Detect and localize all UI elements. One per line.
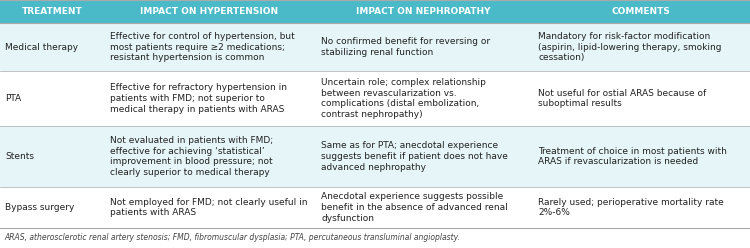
Bar xyxy=(315,0,532,23)
Bar xyxy=(315,187,532,228)
Bar xyxy=(0,126,104,187)
Text: TREATMENT: TREATMENT xyxy=(22,7,82,16)
Text: No confirmed benefit for reversing or
stabilizing renal function: No confirmed benefit for reversing or st… xyxy=(321,37,490,57)
Text: Medical therapy: Medical therapy xyxy=(5,43,78,52)
Text: IMPACT ON NEPHROPATHY: IMPACT ON NEPHROPATHY xyxy=(356,7,491,16)
Bar xyxy=(315,126,532,187)
Text: Treatment of choice in most patients with
ARAS if revascularization is needed: Treatment of choice in most patients wit… xyxy=(538,147,728,166)
Text: IMPACT ON HYPERTENSION: IMPACT ON HYPERTENSION xyxy=(140,7,278,16)
Bar xyxy=(104,0,315,23)
Bar xyxy=(532,126,750,187)
Bar xyxy=(104,23,315,71)
Bar xyxy=(0,71,104,126)
Text: Not evaluated in patients with FMD;
effective for achieving ‘statistical’
improv: Not evaluated in patients with FMD; effe… xyxy=(110,136,273,177)
Text: COMMENTS: COMMENTS xyxy=(612,7,670,16)
Text: ARAS, atherosclerotic renal artery stenosis; FMD, fibromuscular dysplasia; PTA, : ARAS, atherosclerotic renal artery steno… xyxy=(4,234,460,243)
Bar xyxy=(0,0,104,23)
Bar xyxy=(104,126,315,187)
Text: Effective for control of hypertension, but
most patients require ≥2 medications;: Effective for control of hypertension, b… xyxy=(110,32,294,62)
Bar xyxy=(315,23,532,71)
Bar xyxy=(0,228,750,248)
Text: Stents: Stents xyxy=(5,152,34,161)
Bar xyxy=(104,187,315,228)
Bar xyxy=(0,187,104,228)
Bar xyxy=(104,71,315,126)
Text: Same as for PTA; anecdotal experience
suggests benefit if patient does not have
: Same as for PTA; anecdotal experience su… xyxy=(321,141,508,172)
Bar xyxy=(532,23,750,71)
Text: Bypass surgery: Bypass surgery xyxy=(5,203,74,212)
Bar xyxy=(532,71,750,126)
Bar xyxy=(532,0,750,23)
Text: Uncertain role; complex relationship
between revascularization vs.
complications: Uncertain role; complex relationship bet… xyxy=(321,78,486,119)
Text: Not useful for ostial ARAS because of
suboptimal results: Not useful for ostial ARAS because of su… xyxy=(538,89,706,108)
Text: Effective for refractory hypertension in
patients with FMD; not superior to
medi: Effective for refractory hypertension in… xyxy=(110,83,286,114)
Bar xyxy=(315,71,532,126)
Text: Anecdotal experience suggests possible
benefit in the absence of advanced renal
: Anecdotal experience suggests possible b… xyxy=(321,192,508,223)
Bar xyxy=(532,187,750,228)
Text: Mandatory for risk-factor modification
(aspirin, lipid-lowering therapy, smoking: Mandatory for risk-factor modification (… xyxy=(538,32,722,62)
Text: Rarely used; perioperative mortality rate
2%-6%: Rarely used; perioperative mortality rat… xyxy=(538,198,724,217)
Bar xyxy=(0,23,104,71)
Text: Not employed for FMD; not clearly useful in
patients with ARAS: Not employed for FMD; not clearly useful… xyxy=(110,198,307,217)
Text: PTA: PTA xyxy=(5,94,21,103)
